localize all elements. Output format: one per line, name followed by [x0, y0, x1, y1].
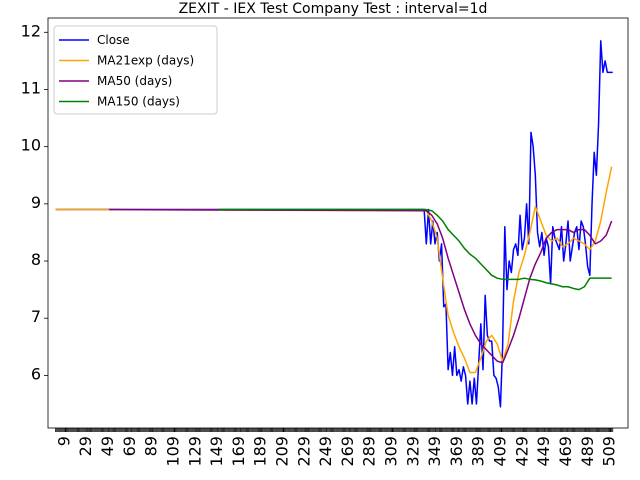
- x-minor-ticks: [55, 428, 614, 432]
- x-tick-label: 109: [163, 436, 182, 467]
- y-tick-label: 11: [21, 78, 41, 97]
- x-tick-label: 449: [534, 436, 553, 467]
- x-tick-label: 389: [469, 436, 488, 467]
- x-tick-label: 369: [447, 436, 466, 467]
- chart-title: ZEXIT - IEX Test Company Test : interval…: [179, 1, 488, 17]
- x-tick-label: 209: [272, 436, 291, 467]
- x-tick-label: 249: [316, 436, 335, 467]
- y-tick-label: 6: [31, 364, 41, 383]
- series-line-0: [55, 40, 613, 408]
- x-tick-label: 469: [556, 436, 575, 467]
- legend: Close MA21exp (days) MA50 (days) MA150 (day…: [53, 25, 218, 115]
- x-axis: 9 29 49 69 89 109 129 149 169 189 209 229 249 269 289 3…: [54, 428, 619, 467]
- legend-label: Close: [97, 33, 130, 47]
- legend-box: [53, 25, 218, 115]
- y-tick-label: 7: [31, 307, 41, 326]
- x-tick-label: 289: [360, 436, 379, 467]
- x-tick-label: 229: [294, 436, 313, 467]
- y-tick-label: 9: [31, 193, 41, 212]
- x-tick-label: 329: [403, 436, 422, 467]
- x-tick-label: 129: [185, 436, 204, 467]
- x-tick-label: 429: [512, 436, 531, 467]
- x-tick-label: 509: [600, 436, 619, 467]
- y-tick-label: 8: [31, 250, 41, 269]
- x-tick-label: 189: [251, 436, 270, 467]
- x-tick-label: 269: [338, 436, 357, 467]
- x-tick-label: 489: [578, 436, 597, 467]
- x-tick-label: 349: [425, 436, 444, 467]
- x-tick-label: 149: [207, 436, 226, 467]
- series-line-1: [55, 166, 613, 374]
- x-tick-label: 309: [382, 436, 401, 467]
- x-tick-label: 169: [229, 436, 248, 467]
- legend-label: MA50 (days): [97, 74, 172, 88]
- x-tick-label: 69: [120, 436, 139, 456]
- x-tick-label: 9: [54, 436, 73, 446]
- y-axis: 6 7 8 9 10 11 12: [21, 21, 48, 383]
- y-tick-label: 10: [21, 136, 41, 155]
- x-tick-label: 29: [76, 436, 95, 456]
- series-line-3: [218, 208, 612, 291]
- x-tick-label: 89: [142, 436, 161, 456]
- y-tick-label: 12: [21, 21, 41, 40]
- x-tick-label: 409: [491, 436, 510, 467]
- x-tick-label: 49: [98, 436, 117, 456]
- legend-label: MA150 (days): [97, 95, 180, 109]
- legend-label: MA21exp (days): [97, 54, 194, 68]
- series-line-2: [109, 208, 613, 364]
